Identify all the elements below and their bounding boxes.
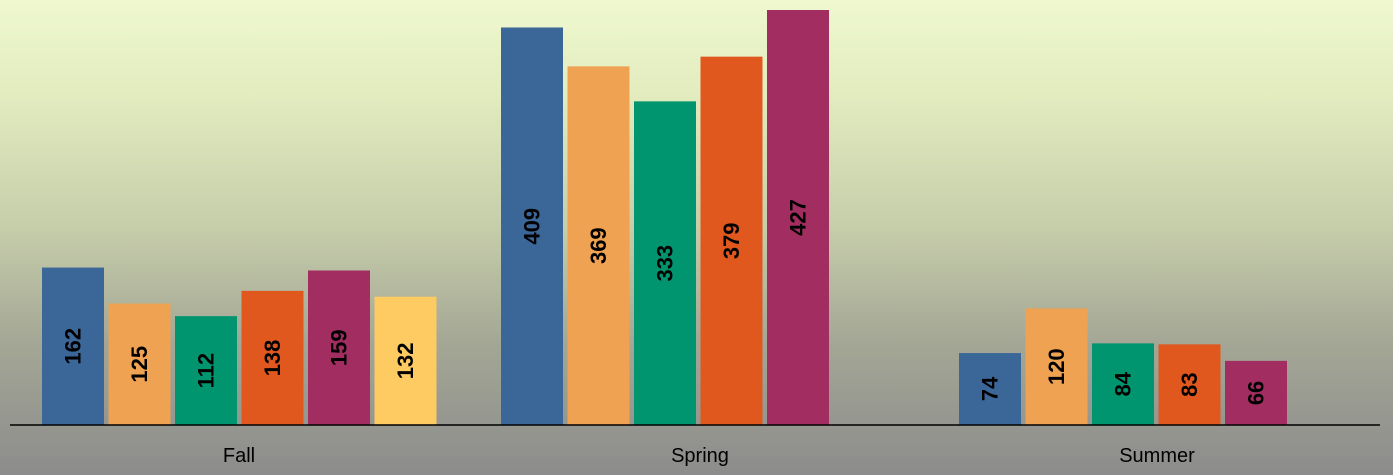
bar-value-label-summer-4: 83 [1177,372,1202,396]
bar-value-label-spring-1: 409 [520,208,545,245]
bar-fall-6 [374,296,437,425]
bar-value-label-fall-3: 112 [194,353,219,389]
bar-spring-5 [767,10,829,425]
bar-fall-4 [241,290,304,425]
x-axis-tick-labels: Fall Spring Summer [223,445,1195,467]
bar-fall-1 [42,267,104,425]
bar-summer-3 [1092,343,1154,425]
bar-value-label-spring-4: 379 [719,222,744,259]
bar-value-label-summer-5: 66 [1244,381,1269,405]
bar-value-label-fall-1: 162 [61,328,86,365]
x-tick-label-summer: Summer [1119,445,1195,467]
bar-spring-3 [634,101,696,426]
x-tick-label-fall: Fall [223,445,255,467]
bar-value-label-spring-5: 427 [786,199,811,236]
bar-spring-1 [501,27,563,426]
bar-summer-1 [959,353,1021,425]
x-tick-label-spring: Spring [671,445,729,467]
bar-value-label-spring-3: 333 [653,245,678,282]
bar-fall-3 [175,316,237,425]
bar-spring-4 [700,56,763,425]
bar-summer-2 [1025,308,1088,425]
bar-value-label-fall-6: 132 [393,342,418,379]
bar-summer-4 [1158,344,1221,425]
bar-value-label-summer-1: 74 [978,376,1003,401]
bar-fall-2 [108,303,171,425]
bars-group [42,10,1287,426]
bar-value-label-fall-4: 138 [260,340,285,377]
bar-value-label-fall-5: 159 [327,329,352,366]
bar-summer-5 [1225,360,1287,425]
bar-value-label-summer-3: 84 [1111,371,1136,396]
bar-value-label-spring-2: 369 [586,227,611,264]
bar-value-label-summer-2: 120 [1044,348,1069,385]
bar-fall-5 [308,270,370,425]
bar-spring-2 [567,66,630,425]
bar-labels-group: 162 125 112 138 159 132 409 369 333 379 427 74 120 84… [61,199,1269,405]
bar-value-label-fall-2: 125 [127,346,152,383]
